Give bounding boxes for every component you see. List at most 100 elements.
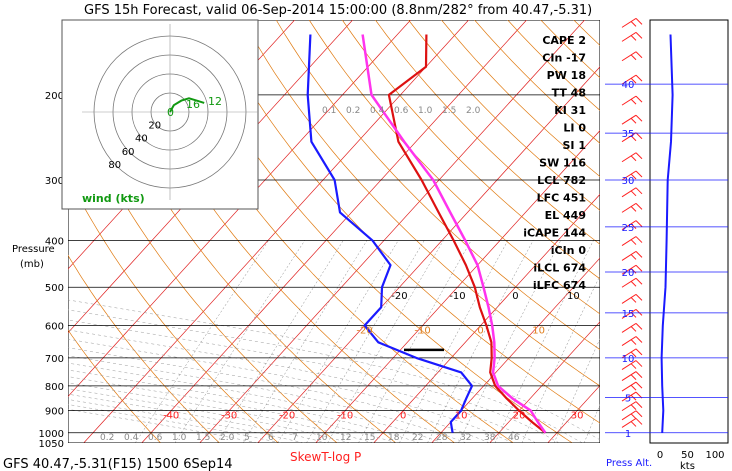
dry-adiabat-line [573, 20, 600, 46]
mixing-ratio-label: 0.4 [124, 433, 139, 443]
altitude-label: 1 [625, 429, 631, 440]
moist-adiabat-line [68, 362, 444, 443]
mixing-ratio-label: 0.2 [346, 106, 360, 116]
pressure-tick-label: 400 [45, 236, 64, 247]
y-axis-unit: (mb) [20, 259, 44, 270]
wind-barb [621, 236, 643, 246]
mixing-ratio-line [399, 240, 509, 443]
hodograph-ring-label: 20 [148, 120, 161, 131]
index-icin: iCIn 0 [551, 244, 587, 257]
index-lcl: LCL 782 [537, 174, 586, 187]
temperature-tick-label: 10 [567, 291, 580, 302]
pressure-tick-label: 1050 [39, 439, 64, 450]
index-icape: iCAPE 144 [523, 227, 586, 240]
temperature-tick-label: -10 [414, 326, 430, 337]
mixing-ratio-line [134, 240, 269, 443]
wind-barb [621, 293, 643, 304]
mixing-ratio-label: 18 [388, 433, 400, 443]
wind-barb [621, 381, 643, 392]
mixing-ratio-label: 2.0 [220, 433, 235, 443]
altitude-label: 40 [622, 80, 635, 91]
wind-barb [621, 348, 643, 359]
wind-barb [621, 336, 643, 346]
right-panel-xlabel: Press Alt. [606, 458, 652, 469]
series-parcel [361, 34, 547, 434]
moist-adiabat-line [68, 329, 537, 443]
mixing-ratio-line [521, 275, 600, 443]
wind-barb [621, 322, 643, 333]
altitude-label: 30 [622, 176, 635, 187]
mixing-ratio-label: 0.2 [100, 433, 114, 443]
pressure-tick-label: 200 [45, 91, 64, 102]
mixing-ratio-line [494, 240, 594, 443]
temperature-tick-label: 30 [571, 411, 584, 422]
index-ki: KI 31 [554, 104, 586, 117]
isotherm-line [722, 20, 732, 443]
isotherm-line [68, 20, 411, 398]
hodograph-label: wind (kts) [82, 192, 145, 205]
skewt-series [306, 34, 547, 434]
right-panel-xlabel2: kts [680, 461, 695, 471]
mixing-ratio-line [427, 240, 534, 443]
wind-barb [621, 418, 643, 428]
hodograph-ring-label: 80 [108, 160, 121, 171]
altitude-label: 15 [622, 309, 635, 320]
wind-barb [621, 187, 643, 198]
isotherm-line [257, 66, 600, 443]
dry-adiabat-line [242, 20, 600, 387]
mixing-ratio-line [358, 240, 472, 443]
temperature-tick-label: -20 [356, 326, 372, 337]
chart-title: GFS 15h Forecast, valid 06-Sep-2014 15:0… [84, 3, 592, 18]
moist-adiabat-line [68, 355, 467, 443]
footer-center: SkewT-log P [290, 450, 361, 464]
wind-speed-tick-label: 100 [705, 450, 724, 461]
mixing-ratio-label: 10 [316, 433, 328, 443]
moist-adiabat-line [68, 393, 328, 443]
series-temperature [387, 34, 547, 434]
index-el: EL 449 [545, 209, 586, 222]
wind-profile-frame [649, 19, 729, 444]
mixing-ratio-label: 22 [412, 433, 423, 443]
wind-barb [621, 371, 643, 382]
pressure-tick-label: 700 [45, 354, 64, 365]
index-si: SI 1 [563, 139, 587, 152]
hodograph-ring-label: 40 [135, 134, 148, 145]
pressure-tick-label: 900 [45, 407, 64, 418]
mixing-ratio-label: 38 [484, 433, 496, 443]
moist-adiabat-line [68, 319, 560, 443]
dry-adiabat-line [275, 20, 600, 351]
pressure-tick-label: 800 [45, 382, 64, 393]
wind-speed-tick-label: 0 [657, 450, 663, 461]
moist-adiabat-line [68, 338, 514, 443]
temperature-tick-label: 0 [477, 326, 483, 337]
mixing-ratio-label: 28 [436, 433, 448, 443]
temperature-tick-label: 10 [532, 326, 545, 337]
wind-barb [621, 250, 643, 261]
mixing-ratio-label: 1.5 [442, 106, 456, 116]
temperature-tick-label: 10 [455, 411, 468, 422]
wind-speed-line [660, 34, 674, 433]
wind-barb [621, 277, 643, 288]
isotherm-line [315, 130, 600, 443]
mixing-ratio-label: 0.1 [322, 106, 336, 116]
altitude-label: 25 [622, 223, 635, 234]
index-li: LI 0 [563, 122, 586, 135]
wind-barb [621, 202, 643, 213]
isotherm-line [83, 20, 469, 443]
wind-barb [621, 31, 643, 42]
wind-barb [621, 264, 643, 275]
mixing-ratio-label: 2.0 [466, 106, 481, 116]
hodograph-point-label: 0 [167, 106, 174, 119]
mixing-ratio-label: 5 [244, 433, 250, 443]
isotherm-line [431, 257, 600, 443]
dry-adiabat-line [408, 20, 600, 211]
wind-barb [621, 152, 643, 163]
index-ilcl: iLCL 674 [533, 262, 586, 275]
footer-left: GFS 40.47,-5.31(F15) 1500 6Sep14 [3, 457, 233, 471]
dry-adiabat-line [68, 329, 161, 443]
wind-barb [621, 51, 643, 62]
mixing-ratio-line [458, 240, 562, 443]
hodograph-point-label: 12 [208, 95, 222, 108]
